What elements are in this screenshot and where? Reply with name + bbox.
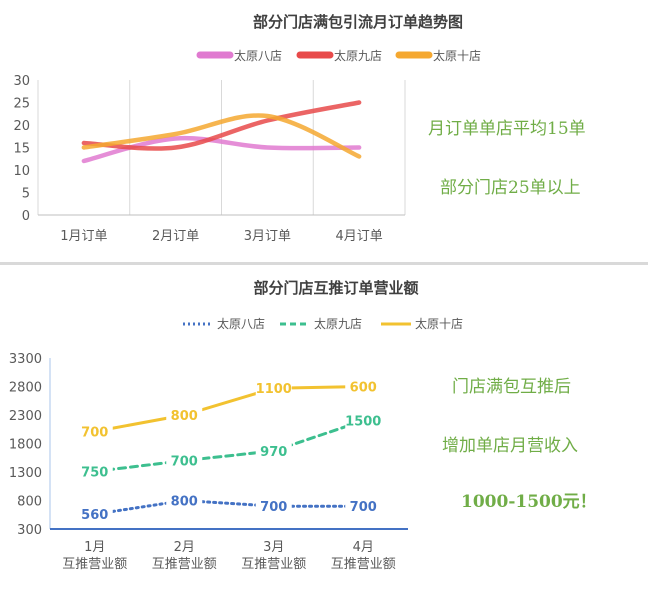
chart1-y-tick: 15 <box>13 142 30 157</box>
chart1-x-tick: 4月订单 <box>335 229 382 244</box>
chart2-x-tick-line: 互推营业额 <box>62 557 127 572</box>
chart2-y-tick: 300 <box>17 523 42 538</box>
chart2-label-bg <box>76 461 113 480</box>
chart1-legend-label-3: 太原十店 <box>433 48 481 63</box>
chart-divider <box>0 262 648 265</box>
chart2-label-bg <box>255 496 292 515</box>
chart2-label-bg <box>255 440 292 459</box>
chart2-y-tick: 2800 <box>9 381 42 396</box>
chart2-label-bg <box>166 490 203 509</box>
chart2-legend-label-2: 太原九店 <box>314 316 362 331</box>
chart1-title: 部分门店满包引流月订单趋势图 <box>253 13 463 31</box>
chart2-label-bg <box>255 378 292 397</box>
note-top-orders: 部分门店25单以上 <box>440 178 581 198</box>
chart2-data-label-series-3: 700 <box>81 426 108 441</box>
chart2-x-tick-line: 4月 <box>353 540 374 555</box>
chart1-x-tick: 3月订单 <box>244 229 291 244</box>
chart1-x-tick: 1月订单 <box>60 229 107 244</box>
chart2-title: 部分门店互推订单营业额 <box>253 279 418 297</box>
chart2-label-bg <box>345 496 382 515</box>
note-avg-orders: 月订单单店平均15单 <box>428 119 586 139</box>
note-after-promo: 门店满包互推后 <box>452 377 571 397</box>
chart2-legend-label-3: 太原十店 <box>415 316 463 331</box>
chart1-line-series-1 <box>81 135 362 164</box>
chart2-x-tick-line: 1月 <box>84 540 105 555</box>
chart1-line-series-3 <box>81 113 362 159</box>
chart1-legend-label-1: 太原八店 <box>234 48 282 63</box>
chart2-data-label-series-3: 600 <box>350 381 377 396</box>
chart2-y-tick: 800 <box>17 495 42 510</box>
chart2-label-bg <box>166 405 203 423</box>
chart2-y-tick: 3300 <box>9 352 42 367</box>
chart2-line-series-3 <box>93 385 365 434</box>
chart-revenue: 部分门店互推订单营业额太原八店 太原九店 太原十店 300 800 1300 1800 230… <box>0 265 648 603</box>
chart1-y-tick: 0 <box>22 209 30 224</box>
note-revenue-range: 1000-1500元！ <box>461 492 597 512</box>
chart2-label-bg <box>345 410 382 429</box>
chart1-legend-label-2: 太原九店 <box>334 48 382 63</box>
chart2-data-label-series-2: 970 <box>260 445 287 460</box>
chart1-y-tick: 30 <box>13 74 30 89</box>
chart2-data-label-series-1: 800 <box>171 495 198 510</box>
chart2-line-series-1 <box>93 498 365 516</box>
chart2-data-label-series-2: 1500 <box>345 415 381 430</box>
chart2-data-label-series-1: 700 <box>350 500 377 515</box>
chart2-data-label-series-1: 700 <box>260 500 287 515</box>
chart1-y-tick: 20 <box>13 119 30 134</box>
chart2-legend-label-1: 太原八店 <box>217 316 265 331</box>
chart2-label-bg <box>76 421 113 440</box>
chart2-x-tick: 4月互推营业额 <box>331 540 396 572</box>
chart2-x-tick: 1月互推营业额 <box>62 540 127 572</box>
chart2-line-series-2 <box>93 419 365 473</box>
note-revenue-increase: 增加单店月营收入 <box>442 436 578 456</box>
chart2-label-bg <box>76 504 113 523</box>
chart2-x-tick-line: 3月 <box>263 540 284 555</box>
chart2-data-label-series-2: 750 <box>81 465 108 480</box>
chart2-x-tick-line: 2月 <box>174 540 195 555</box>
chart1-y-tick: 25 <box>13 97 30 112</box>
chart1-x-tick: 2月订单 <box>152 229 199 244</box>
chart2-x-tick-line: 互推营业额 <box>331 557 396 572</box>
chart2-data-label-series-1: 560 <box>81 508 108 523</box>
chart2-x-tick: 3月互推营业额 <box>241 540 306 572</box>
chart2-data-label-series-2: 700 <box>171 455 198 470</box>
chart2-data-label-series-3: 1100 <box>256 382 292 397</box>
chart1-line-series-2 <box>81 100 362 151</box>
chart2-label-bg <box>345 376 382 395</box>
chart1-y-tick: 10 <box>13 164 30 179</box>
chart2-label-bg <box>166 450 203 469</box>
chart-orders-trend: 部分门店满包引流月订单趋势图太原八店 太原九店 太原十店 0 5 10 15 20 25 30 1月… <box>0 0 648 262</box>
chart2-x-tick: 2月互推营业额 <box>152 540 217 572</box>
chart2-y-tick: 1800 <box>9 438 42 453</box>
chart2-data-label-series-3: 800 <box>171 409 198 424</box>
chart1-y-tick: 5 <box>22 187 30 202</box>
chart2-x-tick-line: 互推营业额 <box>152 557 217 572</box>
chart2-y-tick: 1300 <box>9 466 42 481</box>
chart2-y-tick: 2300 <box>9 409 42 424</box>
chart2-x-tick-line: 互推营业额 <box>241 557 306 572</box>
